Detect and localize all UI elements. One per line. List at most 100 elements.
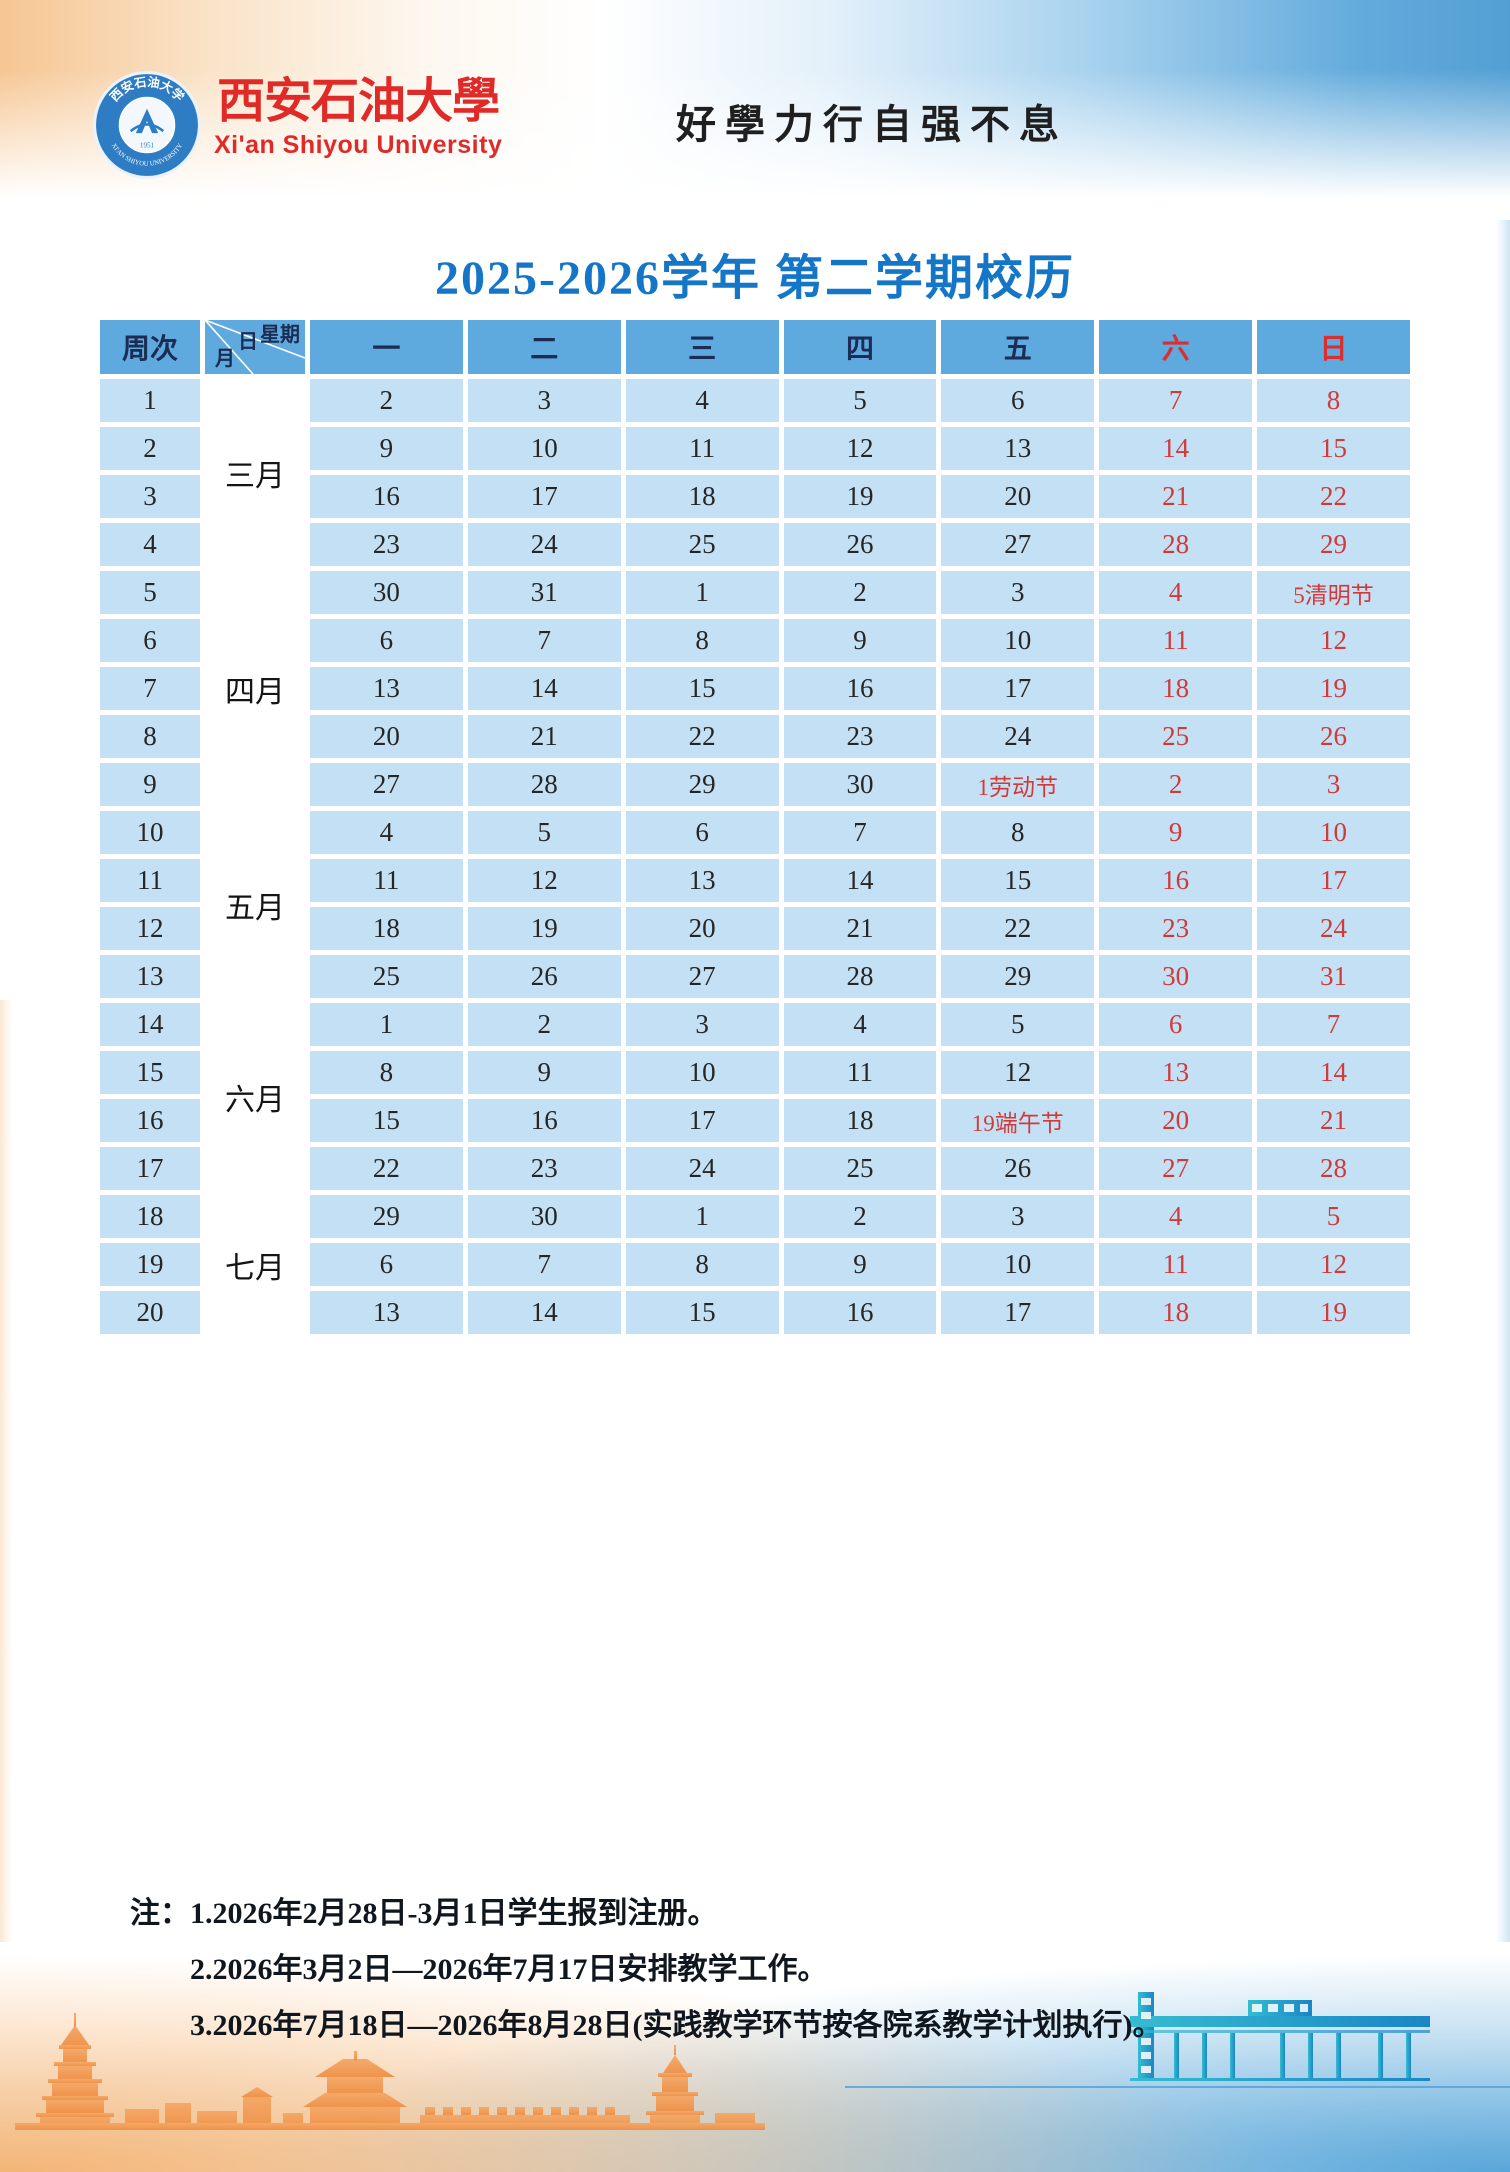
- day-cell: 31: [467, 571, 621, 614]
- week-number: 7: [100, 667, 200, 710]
- week-number: 4: [100, 523, 200, 566]
- week-row: 16 15 16 17 18 19端午节 20 21: [100, 1099, 1410, 1142]
- week-row: 14 六月 1 2 3 4 5 6 7: [100, 1003, 1410, 1117]
- week-row: 10 五月 4 5 6 7 8 9 10: [100, 811, 1410, 925]
- day-cell: 24: [467, 523, 621, 566]
- day-cell: 20: [625, 907, 779, 950]
- note-line: 3.2026年7月18日—2026年8月28日(实践教学环节按各院系教学计划执行…: [190, 2009, 1163, 2042]
- day-cell: 21: [1099, 475, 1253, 518]
- day-cell: 6: [625, 811, 779, 854]
- day-cell: 27: [310, 763, 463, 806]
- day-cell: 27: [625, 955, 779, 998]
- week-row: 1 三月 2 3 4 5 6 7 8: [100, 379, 1410, 493]
- day-cell: 18: [310, 907, 463, 950]
- day-cell: 8: [310, 1051, 463, 1094]
- week-row: 12 18 19 20 21 22 23 24: [100, 907, 1410, 950]
- weekday-header: 日: [1257, 320, 1410, 374]
- week-row: 13 25 26 27 28 29 30 31: [100, 955, 1410, 998]
- weekday-header: 二: [467, 320, 621, 374]
- day-cell: 2: [783, 1195, 937, 1238]
- xian-skyline-illustration: [15, 2013, 765, 2130]
- day-cell: 4: [1099, 571, 1253, 614]
- day-cell: 7: [783, 811, 937, 854]
- day-cell: 14: [783, 859, 937, 902]
- day-cell: 14: [467, 1291, 621, 1334]
- day-cell: 5: [941, 1003, 1095, 1046]
- day-cell: 2: [783, 571, 937, 614]
- day-cell: 10: [625, 1051, 779, 1094]
- week-number: 20: [100, 1291, 200, 1334]
- gate-beam: [1130, 2016, 1430, 2027]
- day-cell: 5清明节: [1257, 571, 1410, 614]
- day-cell: 30: [467, 1195, 621, 1238]
- week-row: 15 8 9 10 11 12 13 14: [100, 1051, 1410, 1094]
- day-cell: 13: [1099, 1051, 1253, 1094]
- day-cell: 19: [1257, 1291, 1410, 1334]
- edge-gradient-right: [1496, 220, 1510, 1942]
- footer-line: [845, 2086, 1510, 2088]
- day-cell: 6: [310, 619, 463, 662]
- week-number: 3: [100, 475, 200, 518]
- day-cell: 7: [1099, 379, 1253, 422]
- day-cell: 7: [467, 619, 621, 662]
- day-cell: 14: [467, 667, 621, 710]
- day-cell: 19: [1257, 667, 1410, 710]
- day-cell: 14: [1257, 1051, 1410, 1094]
- day-cell: 8: [625, 619, 779, 662]
- logo-year: 1951: [140, 141, 155, 149]
- day-cell: 7: [1257, 1003, 1410, 1046]
- week-number: 17: [100, 1147, 200, 1190]
- month-label: 七月: [225, 1251, 285, 1285]
- day-cell: 20: [1099, 1099, 1253, 1142]
- day-cell: 23: [310, 523, 463, 566]
- day-cell: 3: [467, 379, 621, 422]
- day-cell: 27: [1099, 1147, 1253, 1190]
- university-motto: 好學力行自强不息: [676, 102, 1068, 147]
- day-cell: 8: [625, 1243, 779, 1286]
- day-cell: 24: [625, 1147, 779, 1190]
- week-row: 2 9 10 11 12 13 14 15: [100, 427, 1410, 470]
- day-cell: 30: [783, 763, 937, 806]
- page-title: 2025-2026学年 第二学期校历: [435, 252, 1075, 305]
- header-diagonal: 日星期月: [205, 320, 305, 374]
- week-number: 6: [100, 619, 200, 662]
- day-cell: 17: [625, 1099, 779, 1142]
- week-row: 9 27 28 29 30 1劳动节 2 3: [100, 763, 1410, 806]
- day-cell: 16: [783, 1291, 937, 1334]
- month-label: 四月: [225, 675, 285, 709]
- day-cell: 24: [1257, 907, 1410, 950]
- day-cell: 2: [310, 379, 463, 422]
- day-cell: 26: [783, 523, 937, 566]
- day-cell: 9: [783, 619, 937, 662]
- week-number: 11: [100, 859, 200, 902]
- day-cell: 17: [941, 667, 1095, 710]
- day-cell: 12: [783, 427, 937, 470]
- day-cell: 10: [467, 427, 621, 470]
- day-cell: 30: [1099, 955, 1253, 998]
- day-cell: 16: [783, 667, 937, 710]
- week-row: 7 13 14 15 16 17 18 19: [100, 667, 1410, 710]
- day-cell: 3: [625, 1003, 779, 1046]
- weekday-header: 一: [310, 320, 463, 374]
- weekday-header: 三: [625, 320, 779, 374]
- week-row: 3 16 17 18 19 20 21 22: [100, 475, 1410, 518]
- calendar-table: 周次日星期月一二三四五六日 1 三月 2 3 4 5 6 7 8 2 9 10 11 12 13 14 15 3 16…: [95, 315, 1415, 1339]
- week-number: 5: [100, 571, 200, 614]
- day-cell: 11: [1099, 619, 1253, 662]
- day-cell: 11: [1099, 1243, 1253, 1286]
- notes-label: 注：: [130, 1897, 190, 1930]
- day-cell: 13: [941, 427, 1095, 470]
- day-cell: 6: [1099, 1003, 1253, 1046]
- day-cell: 1: [310, 1003, 463, 1046]
- day-cell: 25: [625, 523, 779, 566]
- day-cell: 8: [941, 811, 1095, 854]
- day-cell: 13: [625, 859, 779, 902]
- month-label: 三月: [225, 459, 285, 493]
- day-cell: 28: [783, 955, 937, 998]
- day-cell: 21: [783, 907, 937, 950]
- week-row: 5 四月 30 31 1 2 3 4 5清明节: [100, 571, 1410, 709]
- day-cell: 14: [1099, 427, 1253, 470]
- day-cell: 10: [1257, 811, 1410, 854]
- week-row: 11 11 12 13 14 15 16 17: [100, 859, 1410, 902]
